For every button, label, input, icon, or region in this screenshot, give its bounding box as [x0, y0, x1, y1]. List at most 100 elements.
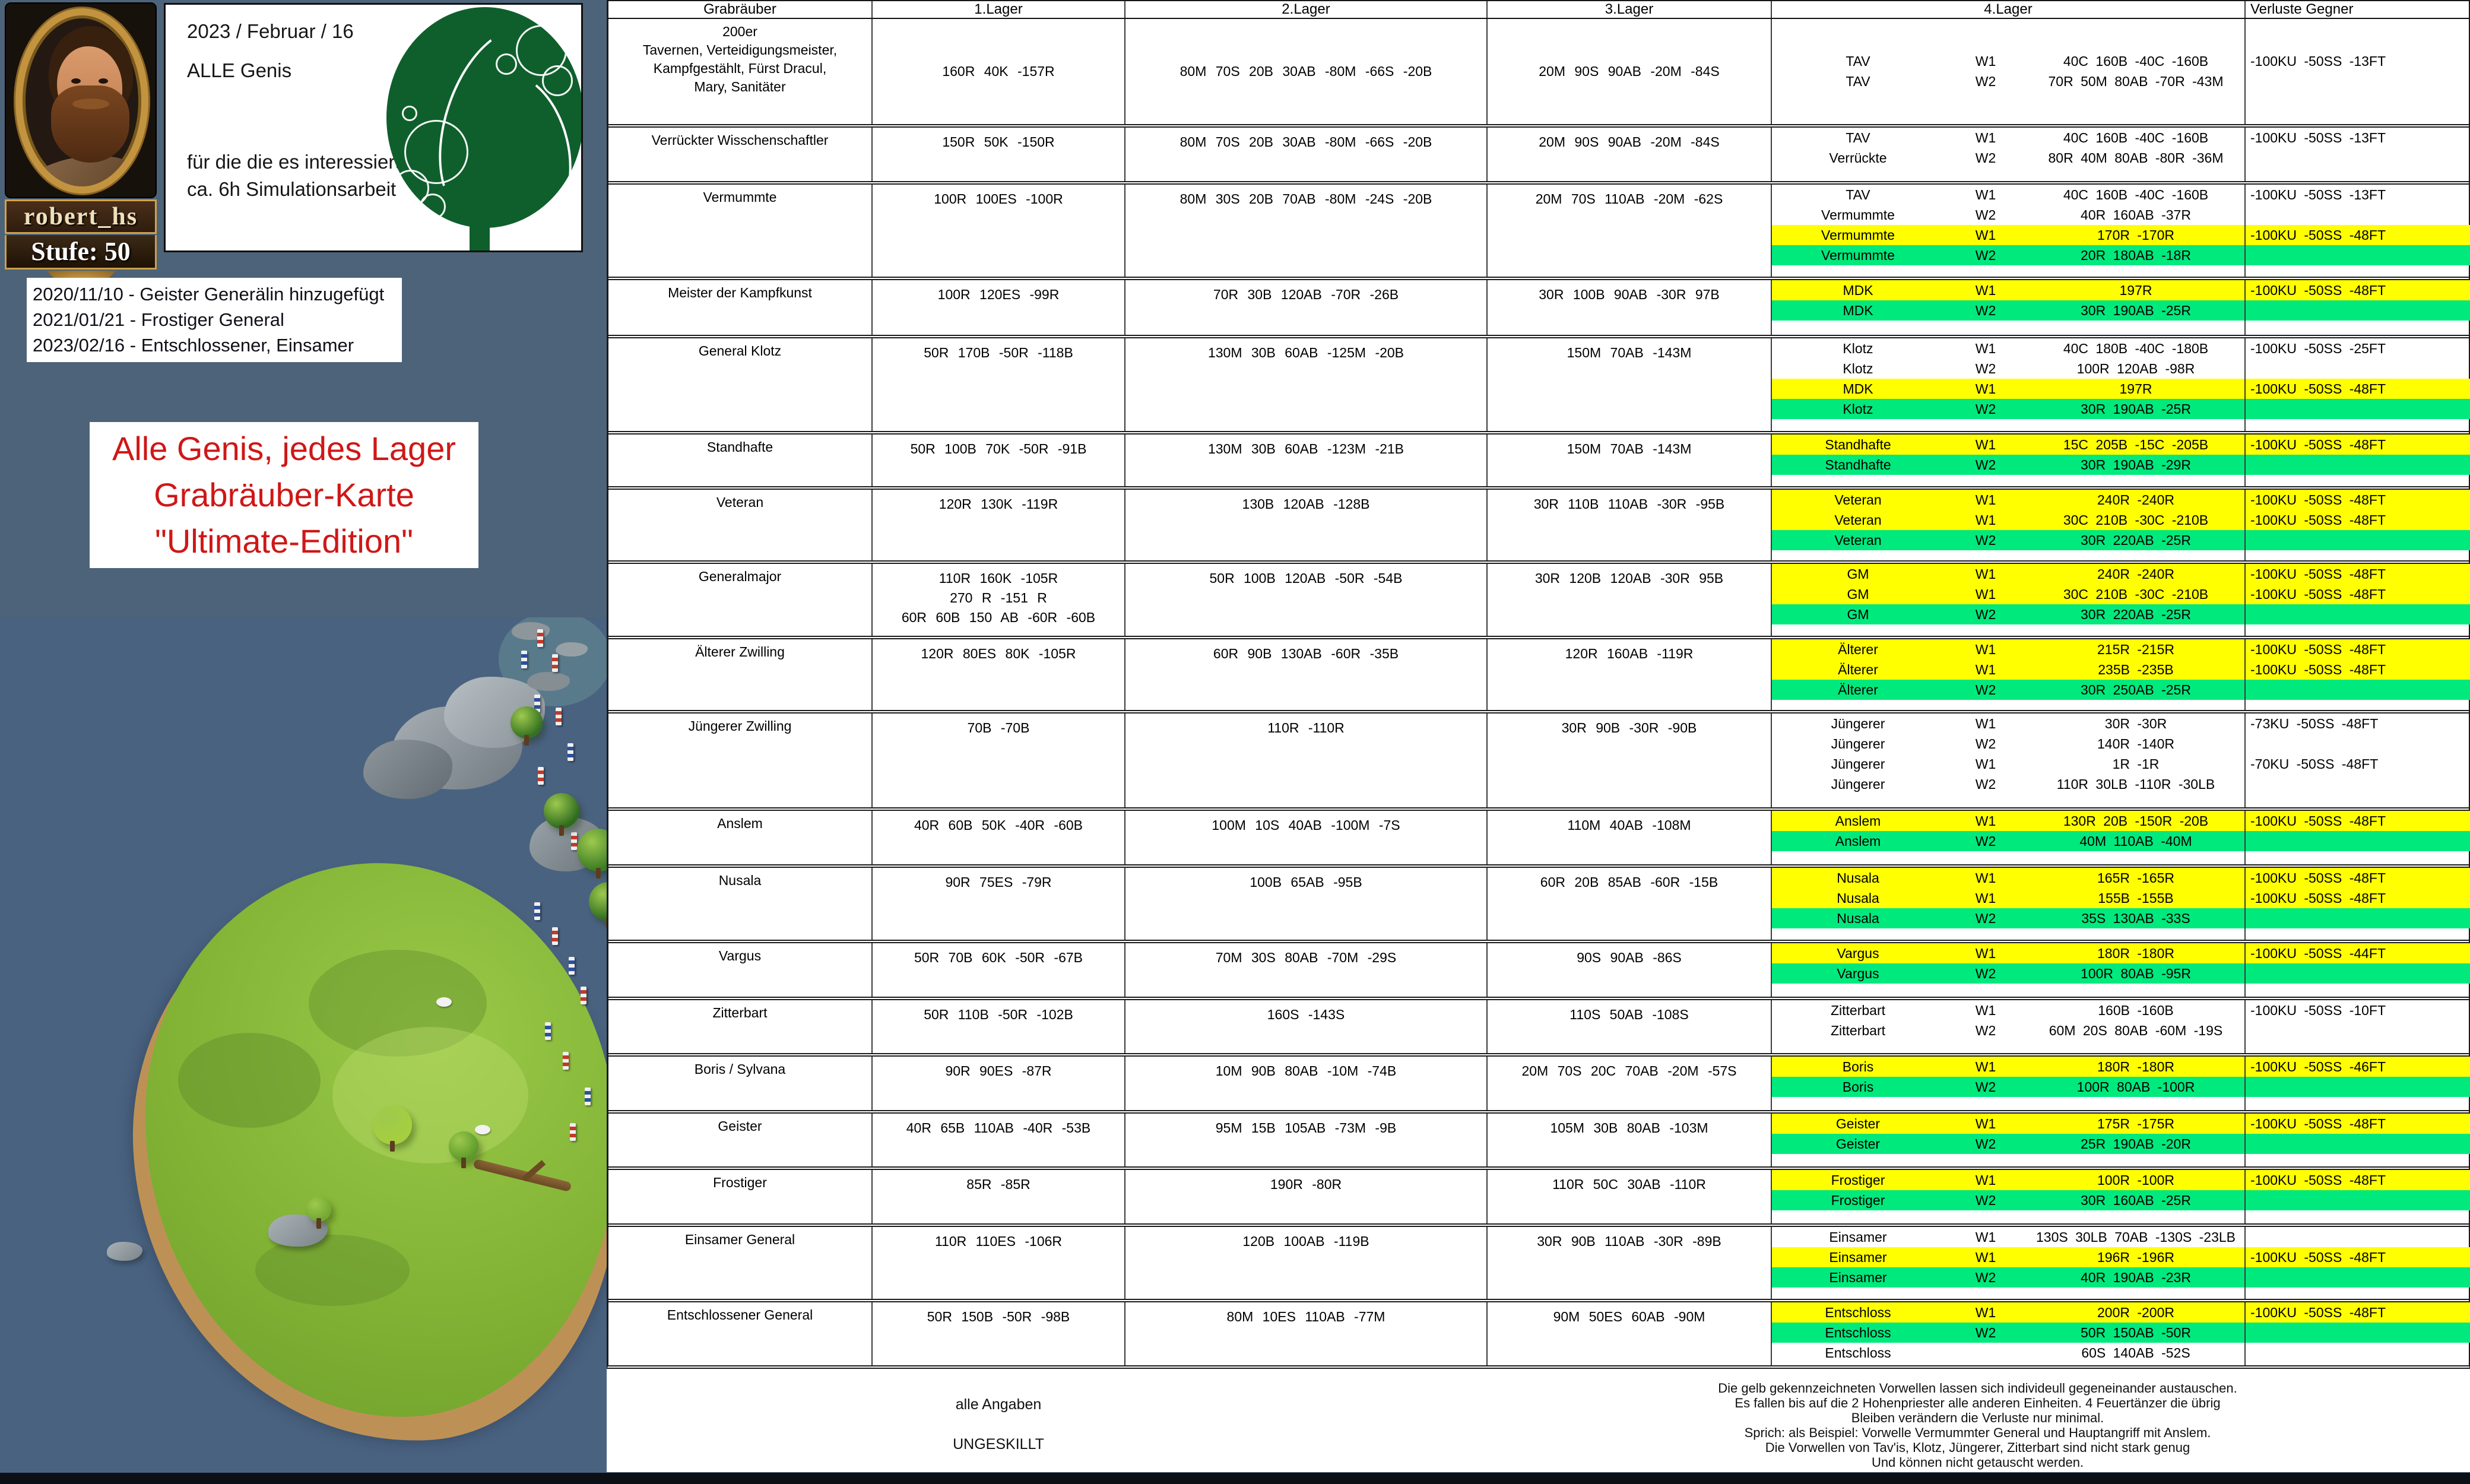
- value-line: 40R 65B 110AB -40R -53B: [906, 1120, 1091, 1136]
- wave-values: 160B -160B: [2098, 1002, 2174, 1018]
- tree-logo-circle: [392, 170, 429, 207]
- wave-values: 35S 130AB -33S: [2081, 910, 2190, 926]
- wave-number: W1: [1975, 813, 1996, 829]
- lager4-cell: Jüngerer W1 30R -30R Jüngerer W2 140R -140R Jü…: [1772, 714, 2246, 807]
- unit-flag-marker: [534, 695, 540, 712]
- wave-general: Standhafte: [1825, 456, 1891, 473]
- unit-flag-marker: [556, 708, 562, 725]
- lager4-cell: Boris W1 180R -180R Boris W2 100R 80AB -100R: [1772, 1057, 2246, 1110]
- lager4-cell: Frostiger W1 100R -100R Frostiger W2 30R 160A…: [1772, 1170, 2246, 1223]
- wave-row: Entschloss 60S 140AB -52S: [1772, 1343, 2244, 1363]
- value-line: 130M 30B 60AB -125M -20B: [1207, 345, 1404, 360]
- wave-values: 40C 160B -40C -160B: [2063, 186, 2209, 202]
- tree-logo-circle: [496, 53, 517, 75]
- value-line: 130M 30B 60AB -123M -21B: [1207, 441, 1404, 456]
- islet-rock: [512, 622, 550, 640]
- wave-row: Zitterbart W2 60M 20S 80AB -60M -19S: [1772, 1020, 2244, 1041]
- wave-row: Zitterbart W1 160B -160B: [1772, 1000, 2244, 1020]
- changelog-entry: 2023/02/16 - Entschlossener, Einsamer: [33, 335, 354, 356]
- wave-number: W1: [1975, 1002, 1996, 1018]
- wave-row: Veteran W2 30R 220AB -25R: [1772, 530, 2244, 550]
- unit-flag-marker: [537, 629, 543, 647]
- wave-general: GM: [1847, 606, 1869, 622]
- wave-row: Älterer W2 30R 250AB -25R: [1772, 680, 2244, 700]
- wave-general: Zitterbart: [1830, 1002, 1886, 1018]
- table-row: Vargus 50R 70B 60K -50R -67B 70M 30S 80AB …: [608, 940, 2470, 997]
- lager1-cell: 50R 100B 70K -50R -91B: [873, 435, 1125, 486]
- wave-general: Jüngerer: [1831, 776, 1885, 792]
- unit-name-line: Kampfgestählt, Fürst Dracul,: [653, 61, 827, 76]
- value-line: 20M 70S 110AB -20M -62S: [1535, 191, 1723, 207]
- lager2-cell: 95M 15B 105AB -73M -9B: [1125, 1114, 1488, 1166]
- wave-general: Anslem: [1835, 833, 1881, 849]
- wave-number: W2: [1975, 1079, 1996, 1095]
- unit-flag-marker: [552, 927, 558, 945]
- verluste-row: [2246, 604, 2470, 624]
- wave-values: 30C 210B -30C -210B: [2063, 586, 2209, 602]
- wave-general: Klotz: [1843, 401, 1873, 417]
- verluste-row: [2246, 908, 2470, 928]
- bottom-black-bar: [0, 1473, 2470, 1484]
- wave-row: Entschloss W1 200R -200R: [1772, 1302, 2244, 1323]
- wave-values: 30R -30R: [2104, 715, 2167, 731]
- verluste-row: [2246, 1020, 2470, 1041]
- col-header-lager4: 4.Lager: [1772, 1, 2246, 18]
- wave-number: W2: [1975, 1192, 1996, 1208]
- grass-shade-patch: [309, 950, 487, 1057]
- wave-general: Verrückte: [1829, 150, 1887, 166]
- wave-number: W1: [1975, 282, 1996, 298]
- verluste-row: -100KU -50SS -25FT: [2250, 340, 2386, 356]
- wave-general: Boris: [1842, 1058, 1874, 1074]
- verluste-row: [2246, 734, 2470, 754]
- verluste-row: [2246, 205, 2470, 225]
- wave-row: TAV W2 70R 50M 80AB -70R -43M: [1772, 72, 2244, 92]
- wave-row: Frostiger W2 30R 160AB -25R: [1772, 1190, 2244, 1210]
- lager4-cell: Nusala W1 165R -165R Nusala W1 155B -155B Nusa…: [1772, 868, 2246, 940]
- wave-general: Älterer: [1838, 681, 1878, 697]
- wave-values: 200R -200R: [2097, 1304, 2175, 1320]
- unit-name-line: Frostiger: [713, 1175, 767, 1190]
- map-tree-trunk: [596, 868, 601, 879]
- verluste-row: -100KU -50SS -48FT: [2246, 1247, 2470, 1267]
- table-row: Standhafte 50R 100B 70K -50R -91B 130M 30B…: [608, 431, 2470, 486]
- verluste-row: -100KU -50SS -48FT: [2246, 490, 2470, 510]
- verluste-row: -100KU -50SS -48FT: [2246, 1302, 2470, 1323]
- map-tree: [373, 1105, 412, 1144]
- table-row: Jüngerer Zwilling 70B -70B 110R -110R 30R 9…: [608, 710, 2469, 807]
- unit-name-line: Einsamer General: [684, 1232, 795, 1247]
- lager3-cell: 110R 50C 30AB -110R: [1488, 1170, 1772, 1223]
- lager4-cell: Klotz W1 40C 180B -40C -180B Klotz W2 100R 12…: [1772, 338, 2246, 431]
- verluste-row: -100KU -50SS -48FT: [2246, 280, 2470, 300]
- lager3-cell: 20M 70S 20C 70AB -20M -57S: [1488, 1057, 1772, 1110]
- unit-flag-marker: [571, 832, 577, 850]
- footnote-line: Es fallen bis auf die 2 Hohenpriester al…: [1735, 1396, 2221, 1410]
- verluste-row: -100KU -50SS -46FT: [2246, 1057, 2470, 1077]
- wave-row: MDK W2 30R 190AB -25R: [1772, 300, 2244, 321]
- wave-values: 80R 40M 80AB -80R -36M: [2048, 150, 2224, 166]
- value-line: 70R 30B 120AB -70R -26B: [1213, 287, 1399, 302]
- verluste-row: -73KU -50SS -48FT: [2250, 715, 2379, 731]
- map-tree-trunk: [559, 825, 564, 836]
- wave-number: W1: [1975, 1172, 1996, 1188]
- value-line: 30R 90B 110AB -30R -89B: [1537, 1234, 1721, 1249]
- unit-name-line: Boris / Sylvana: [694, 1061, 786, 1077]
- wave-general: Veteran: [1834, 512, 1882, 528]
- wave-general: Einsamer: [1829, 1249, 1887, 1265]
- wave-row: Vermummte W2 40R 160AB -37R: [1772, 205, 2244, 225]
- unit-name-cell: Vargus: [608, 943, 873, 997]
- value-line: 120B 100AB -119B: [1242, 1234, 1369, 1249]
- unit-name-cell: Älterer Zwilling: [608, 639, 873, 710]
- wave-values: 30C 210B -30C -210B: [2063, 512, 2209, 528]
- verluste-row: -100KU -50SS -10FT: [2250, 1002, 2386, 1018]
- value-line: 110R 50C 30AB -110R: [1552, 1177, 1706, 1192]
- unit-flag-marker: [521, 651, 527, 668]
- wave-number: W2: [1975, 1324, 1996, 1340]
- wave-row: Jüngerer W1 1R -1R: [1772, 754, 2244, 774]
- wave-general: Vargus: [1837, 945, 1879, 961]
- grass-shade-patch: [255, 1235, 410, 1306]
- verluste-cell: -100KU -50SS -48FT: [2246, 435, 2470, 486]
- wave-number: W1: [1975, 661, 1996, 677]
- wave-number: W2: [1975, 456, 1996, 473]
- verluste-row: -100KU -50SS -44FT: [2246, 943, 2470, 963]
- wave-row: Klotz W1 40C 180B -40C -180B: [1772, 338, 2244, 359]
